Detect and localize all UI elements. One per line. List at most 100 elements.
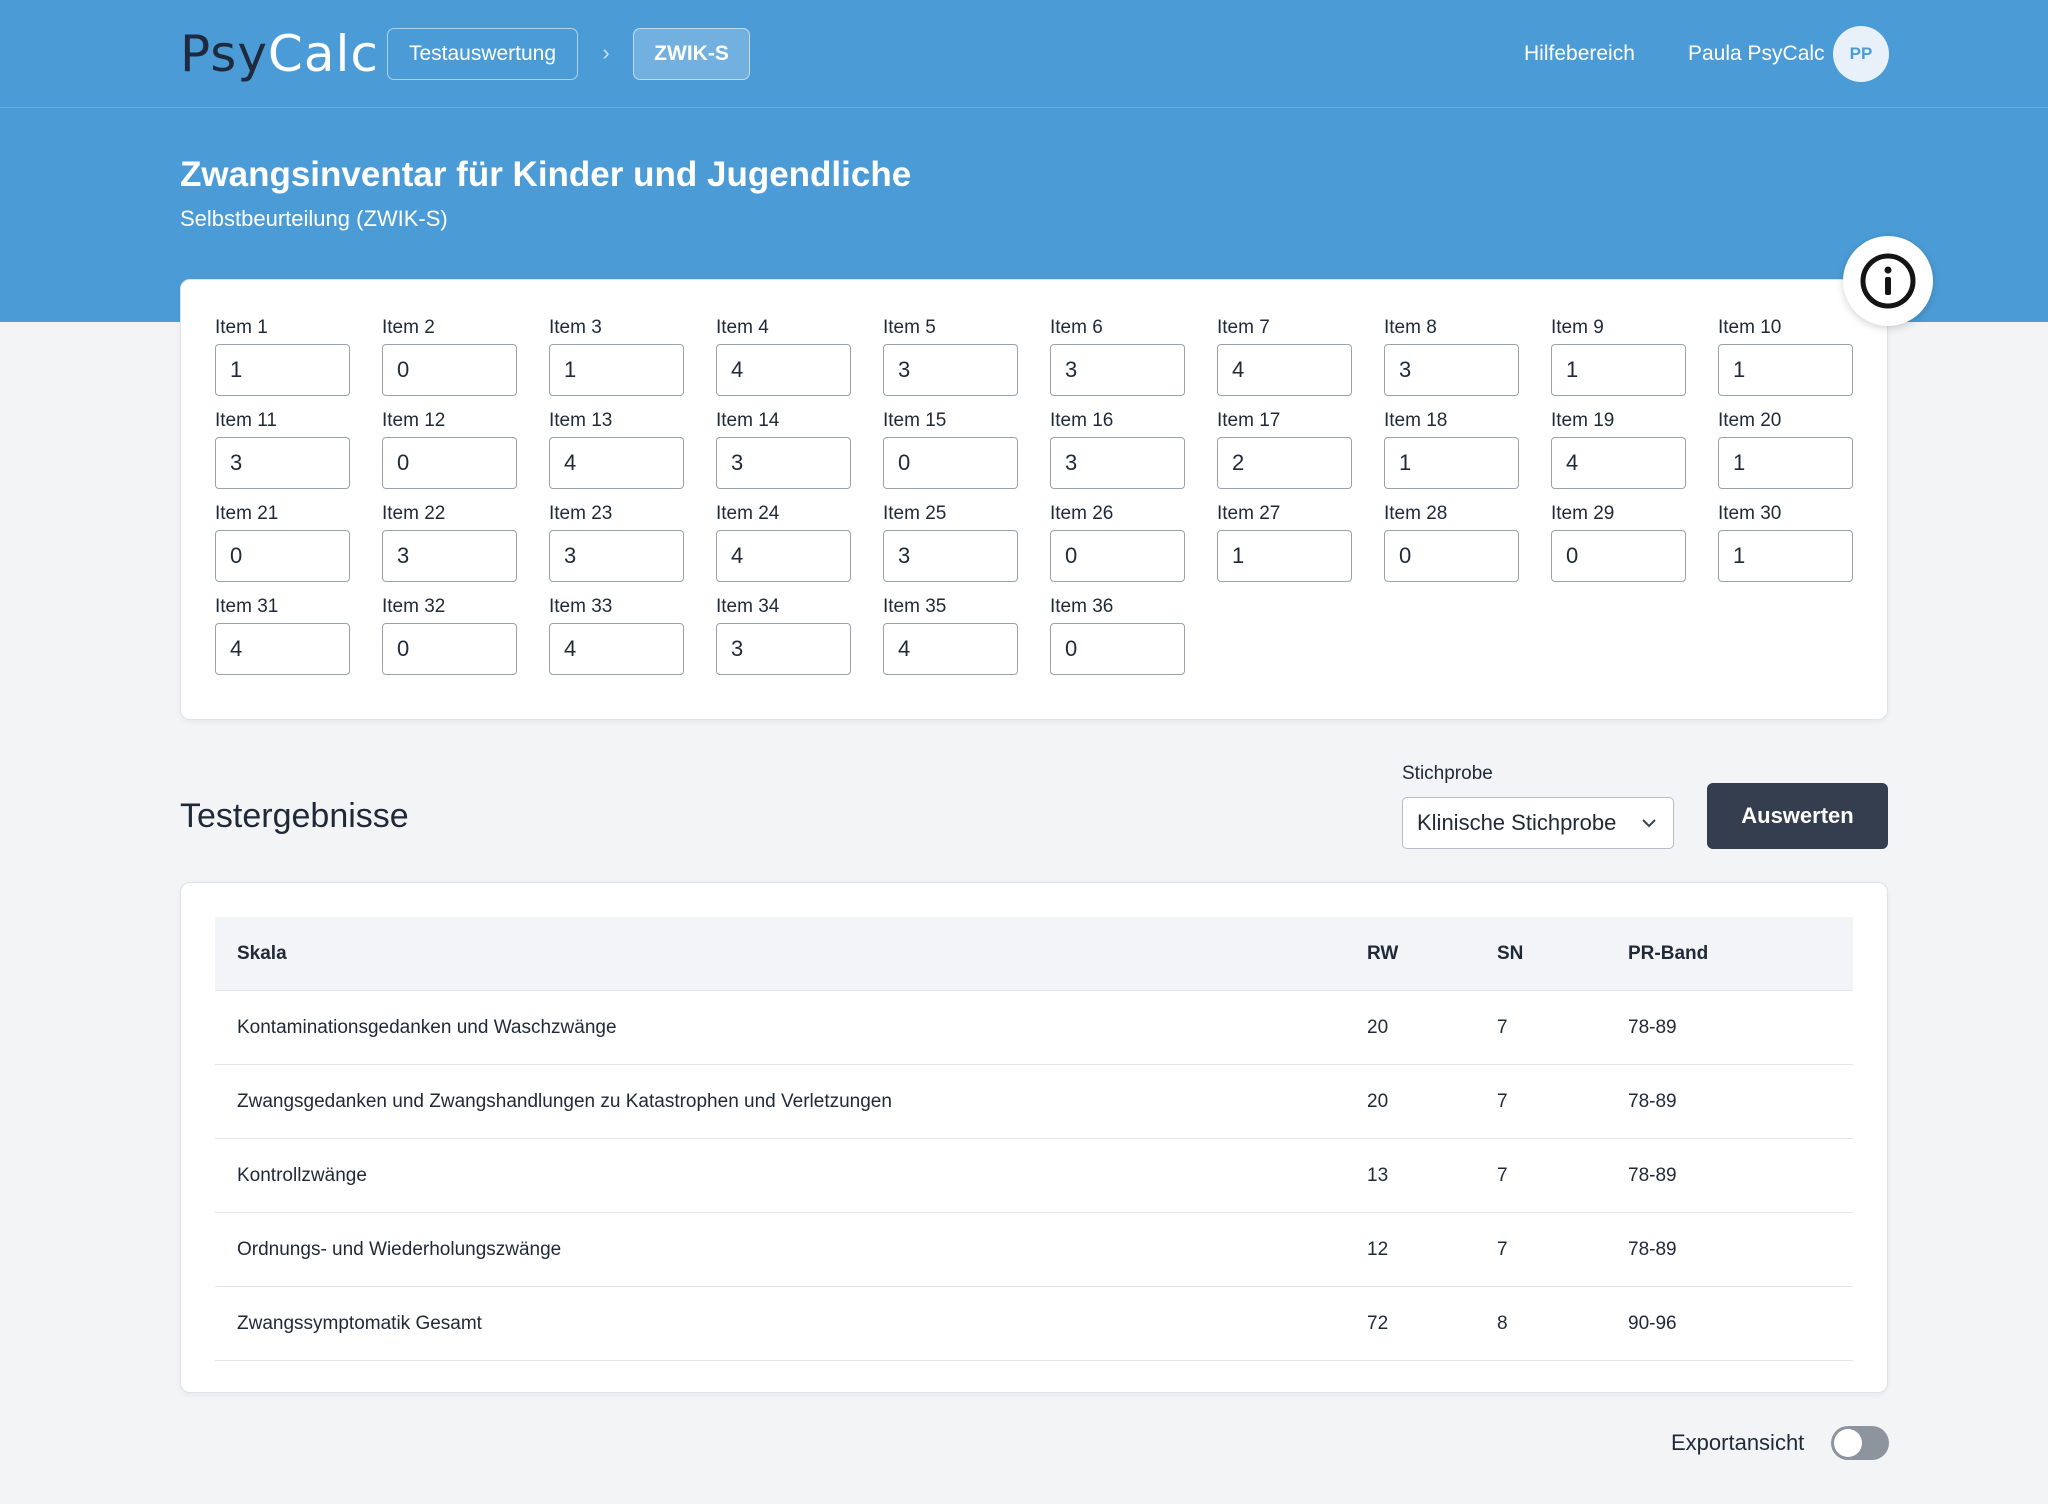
table-row: Kontaminationsgedanken und Waschzwänge 2…: [215, 991, 1853, 1065]
item-input[interactable]: 4: [1551, 437, 1686, 489]
item-field: Item 2 0: [382, 314, 517, 396]
item-input[interactable]: 0: [1551, 530, 1686, 582]
item-label: Item 34: [716, 596, 780, 617]
breadcrumb-testauswertung[interactable]: Testauswertung: [387, 28, 578, 80]
item-input[interactable]: 4: [716, 344, 851, 396]
item-input[interactable]: 3: [716, 623, 851, 675]
item-input[interactable]: 3: [1050, 344, 1185, 396]
item-label: Item 30: [1718, 503, 1782, 524]
item-label: Item 4: [716, 317, 769, 338]
item-label: Item 27: [1217, 503, 1281, 524]
item-input[interactable]: 0: [1050, 530, 1185, 582]
items-card: Item 1 1 Item 2 0 Item 3 1 Item 4 4 Item 5 3 Item …: [180, 279, 1888, 720]
item-input[interactable]: 4: [716, 530, 851, 582]
item-field: Item 36 0: [1050, 593, 1185, 675]
item-input[interactable]: 0: [215, 530, 350, 582]
item-input[interactable]: 4: [215, 623, 350, 675]
item-label: Item 15: [883, 410, 947, 431]
item-input[interactable]: 0: [883, 437, 1018, 489]
sample-select-value: Klinische Stichprobe: [1417, 810, 1617, 835]
item-label: Item 21: [215, 503, 279, 524]
cell-pr-band: 90-96: [1628, 1313, 1677, 1334]
item-field: Item 3 1: [549, 314, 684, 396]
item-input[interactable]: 3: [382, 530, 517, 582]
column-header-sn: SN: [1497, 943, 1524, 964]
cell-sn: 8: [1497, 1313, 1508, 1334]
item-field: Item 24 4: [716, 500, 851, 582]
user-name[interactable]: Paula PsyCalc: [1688, 42, 1825, 65]
cell-skala: Ordnungs- und Wiederholungszwänge: [237, 1239, 562, 1260]
item-input[interactable]: 1: [1384, 437, 1519, 489]
item-input[interactable]: 3: [883, 530, 1018, 582]
item-field: Item 15 0: [883, 407, 1018, 489]
evaluate-button[interactable]: Auswerten: [1707, 783, 1888, 849]
item-input[interactable]: 1: [1718, 437, 1853, 489]
item-input[interactable]: 1: [215, 344, 350, 396]
item-field: Item 12 0: [382, 407, 517, 489]
item-field: Item 17 2: [1217, 407, 1352, 489]
item-label: Item 23: [549, 503, 613, 524]
item-input[interactable]: 0: [382, 623, 517, 675]
cell-skala: Zwangsgedanken und Zwangshandlungen zu K…: [237, 1091, 892, 1112]
item-field: Item 28 0: [1384, 500, 1519, 582]
cell-sn: 7: [1497, 1165, 1508, 1186]
results-title: Testergebnisse: [180, 797, 409, 835]
help-link[interactable]: Hilfebereich: [1524, 42, 1635, 65]
item-field: Item 27 1: [1217, 500, 1352, 582]
item-field: Item 14 3: [716, 407, 851, 489]
table-header: Skala RW SN PR-Band: [215, 917, 1853, 991]
item-label: Item 36: [1050, 596, 1114, 617]
item-input[interactable]: 0: [382, 344, 517, 396]
psycalc-logo[interactable]: PsyCalc: [180, 25, 379, 83]
cell-rw: 20: [1367, 1091, 1389, 1112]
chevron-right-icon: ›: [602, 40, 610, 65]
item-input[interactable]: 1: [549, 344, 684, 396]
item-label: Item 35: [883, 596, 947, 617]
cell-sn: 7: [1497, 1017, 1508, 1038]
item-label: Item 18: [1384, 410, 1448, 431]
item-input[interactable]: 4: [1217, 344, 1352, 396]
breadcrumb-zwik-s[interactable]: ZWIK-S: [633, 28, 750, 80]
item-input[interactable]: 3: [1050, 437, 1185, 489]
item-input[interactable]: 3: [549, 530, 684, 582]
info-button[interactable]: [1843, 236, 1933, 326]
cell-pr-band: 78-89: [1628, 1165, 1677, 1186]
item-label: Item 5: [883, 317, 936, 338]
item-input[interactable]: 0: [382, 437, 517, 489]
item-input[interactable]: 1: [1217, 530, 1352, 582]
item-input[interactable]: 0: [1050, 623, 1185, 675]
item-label: Item 32: [382, 596, 446, 617]
item-input[interactable]: 1: [1718, 530, 1853, 582]
item-field: Item 32 0: [382, 593, 517, 675]
item-input[interactable]: 1: [1551, 344, 1686, 396]
item-field: Item 22 3: [382, 500, 517, 582]
item-field: Item 18 1: [1384, 407, 1519, 489]
item-input[interactable]: 4: [549, 437, 684, 489]
cell-pr-band: 78-89: [1628, 1091, 1677, 1112]
chevron-down-icon: [1642, 819, 1656, 828]
item-label: Item 2: [382, 317, 435, 338]
avatar[interactable]: PP: [1833, 26, 1889, 82]
item-field: Item 4 4: [716, 314, 851, 396]
item-input[interactable]: 1: [1718, 344, 1853, 396]
item-input[interactable]: 3: [215, 437, 350, 489]
cell-pr-band: 78-89: [1628, 1239, 1677, 1260]
item-label: Item 16: [1050, 410, 1114, 431]
item-input[interactable]: 0: [1384, 530, 1519, 582]
item-input[interactable]: 3: [716, 437, 851, 489]
item-field: Item 10 1: [1718, 314, 1853, 396]
item-label: Item 24: [716, 503, 780, 524]
item-input[interactable]: 4: [883, 623, 1018, 675]
item-input[interactable]: 4: [549, 623, 684, 675]
item-input[interactable]: 3: [1384, 344, 1519, 396]
item-label: Item 6: [1050, 317, 1103, 338]
sample-label: Stichprobe: [1402, 763, 1493, 784]
item-input[interactable]: 3: [883, 344, 1018, 396]
header-banner: [0, 0, 2048, 322]
cell-rw: 12: [1367, 1239, 1389, 1260]
sample-select[interactable]: Klinische Stichprobe: [1402, 797, 1674, 849]
cell-rw: 13: [1367, 1165, 1389, 1186]
export-view-toggle[interactable]: [1831, 1426, 1889, 1460]
item-input[interactable]: 2: [1217, 437, 1352, 489]
item-label: Item 28: [1384, 503, 1448, 524]
